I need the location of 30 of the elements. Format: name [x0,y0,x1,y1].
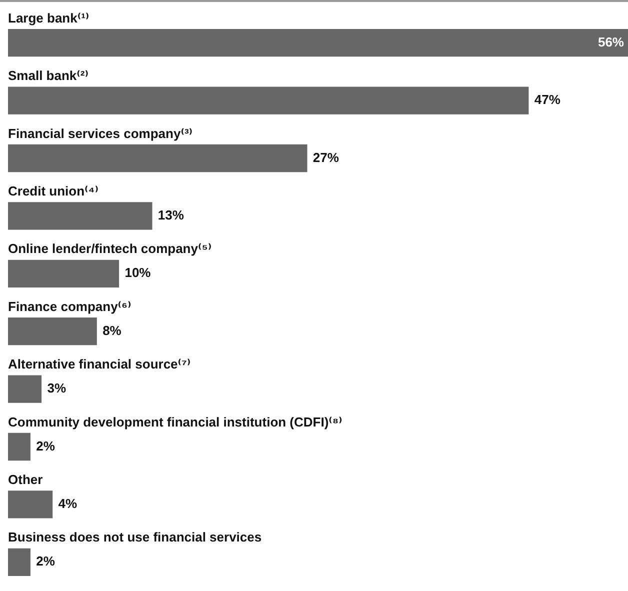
y-tick-label: Small bank⁽²⁾ [8,68,89,84]
y-tick-label: Alternative financial source⁽⁷⁾ [8,356,191,372]
y-tick-label: Large bank⁽¹⁾ [8,10,90,26]
data-label: 27% [312,150,340,165]
bar [8,490,53,518]
y-tick-label: Credit union⁽⁴⁾ [8,184,99,199]
y-tick-label: Other [8,472,43,488]
bar [8,375,42,403]
data-label: 2% [36,554,56,569]
data-label: 8% [102,322,122,338]
data-label: 2% [36,438,56,454]
data-label: 10% [124,265,152,280]
bar [8,29,628,57]
bar [8,144,308,172]
y-tick-label: Online lender/fintech company⁽⁵⁾ [8,241,212,256]
bar [8,202,152,230]
bar [8,318,97,346]
data-label: 47% [534,92,561,108]
bar [8,432,30,461]
y-tick-label: Financial services company⁽³⁾ [8,126,193,141]
data-label: 13% [158,208,184,223]
bar [8,548,30,576]
data-label: 3% [47,380,66,396]
y-tick-label: Business does not use financial services [8,530,262,545]
data-label: 56% [598,34,624,50]
y-tick-label: Community development financial institution (CDFI)⁽⁸⁾ [8,414,343,430]
data-label: 4% [58,496,78,512]
y-tick-label: Finance company⁽⁶⁾ [8,298,132,314]
bar [8,86,529,114]
bar [8,260,120,288]
